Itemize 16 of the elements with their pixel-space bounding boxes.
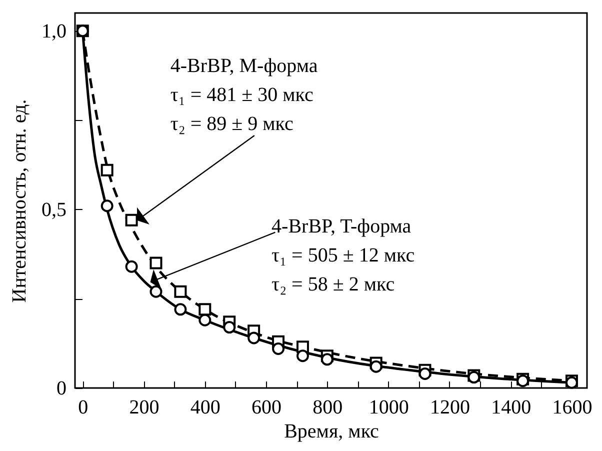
x-axis-title: Время, мкс — [284, 420, 380, 442]
x-tick-label: 1200 — [430, 396, 470, 418]
x-tick-label: 800 — [312, 396, 343, 418]
x-tick-label: 400 — [190, 396, 220, 418]
x-tick-label: 200 — [129, 396, 160, 418]
annotation: 4-BrBP, T-форма τ₁ = 505 ± 12 мкс τ₂ = 58 ± 2 мкс — [272, 216, 415, 296]
x-tick-label: 1400 — [491, 396, 532, 418]
annotation: 4-BrBP, M-форма τ₁ = 481 ± 30 мкс τ₂ = 89 ± 9 мкс — [170, 54, 318, 135]
x-tick-label: 600 — [252, 396, 282, 418]
x-tick-label: 1600 — [552, 396, 592, 418]
y-tick-label: 0,5 — [42, 198, 66, 221]
x-tick-label: 0 — [78, 396, 88, 418]
x-tick-label: 1000 — [368, 396, 409, 418]
y-tick-label: 0 — [56, 378, 66, 400]
y-axis-title: Интенсивность, отн. ед. — [8, 99, 30, 303]
y-tick-label: 1,0 — [42, 20, 66, 42]
